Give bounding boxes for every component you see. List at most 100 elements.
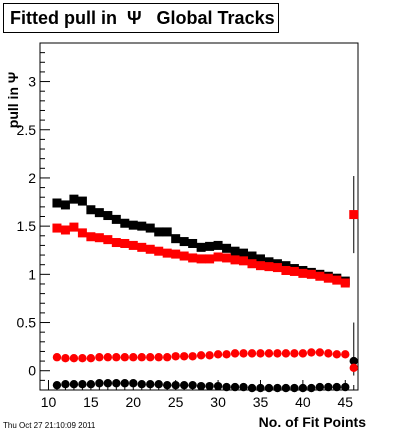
black-square-point — [128, 220, 138, 230]
black-circle-point — [264, 383, 274, 393]
red-square-point — [306, 269, 316, 279]
red-square-point — [86, 232, 96, 242]
red-square-point — [264, 262, 274, 272]
black-circle-point — [196, 381, 206, 391]
black-square-point — [196, 242, 206, 252]
red-circle-point — [247, 349, 257, 358]
red-square-point — [272, 263, 282, 273]
red-square-point — [145, 244, 155, 254]
red-square-point — [230, 255, 240, 265]
red-circle-point — [188, 352, 197, 361]
black-square-point — [137, 221, 147, 231]
red-square-point — [205, 254, 215, 264]
black-square-point — [213, 240, 223, 250]
black-circle-point — [290, 383, 299, 393]
black-square-point — [281, 261, 291, 271]
black-square-point — [145, 223, 155, 233]
black-square-point — [162, 227, 172, 237]
red-square-point — [298, 268, 308, 278]
red-circle-point — [163, 353, 172, 362]
x-tick-label: 40 — [295, 394, 311, 410]
black-square-point — [205, 241, 215, 251]
red-square-point — [340, 278, 350, 288]
red-circle-point — [86, 353, 96, 363]
y-tick-label: 2.5 — [17, 122, 37, 138]
red-circle-point — [95, 353, 104, 362]
black-circle-point — [281, 383, 291, 393]
black-square-point — [255, 254, 265, 264]
black-circle-point — [52, 380, 62, 390]
red-square-point — [60, 225, 70, 235]
red-square-point — [239, 256, 249, 266]
red-circle-point — [230, 349, 240, 358]
black-circle-point — [95, 379, 104, 388]
black-square-point — [86, 205, 96, 215]
black-circle-point — [120, 379, 129, 388]
red-circle-point — [290, 349, 299, 358]
black-circle-point — [69, 380, 79, 389]
red-circle-point — [129, 353, 138, 362]
black-circle-point — [78, 380, 87, 389]
red-circle-point — [171, 352, 180, 361]
black-circle-point — [112, 379, 121, 388]
red-square-point — [120, 238, 130, 248]
red-square-point — [213, 252, 223, 262]
black-circle-point — [256, 383, 265, 393]
black-square-point — [239, 248, 249, 258]
plot-frame — [39, 42, 359, 391]
black-square-point — [111, 214, 121, 224]
red-square-point — [323, 273, 333, 283]
x-tick-label: 25 — [168, 394, 184, 410]
red-circle-point — [213, 350, 223, 359]
red-square-point — [349, 210, 359, 220]
red-circle-point — [332, 350, 341, 359]
red-square-point — [196, 254, 206, 264]
black-circle-point — [273, 383, 282, 393]
black-circle-point — [188, 380, 197, 390]
black-circle-point — [86, 380, 96, 389]
red-square-point — [289, 266, 299, 276]
red-circle-point — [52, 353, 62, 362]
black-circle-point — [239, 382, 248, 392]
timestamp: Thu Oct 27 21:10:09 2011 — [3, 421, 96, 430]
red-square-point — [315, 271, 325, 281]
red-square-point — [162, 248, 172, 258]
red-square-point — [188, 253, 198, 263]
red-circle-point — [281, 349, 291, 358]
x-tick-label: 20 — [125, 394, 141, 410]
red-circle-point — [120, 353, 129, 362]
black-circle-point — [230, 382, 240, 392]
red-circle-point — [273, 349, 282, 358]
black-square-point — [222, 243, 232, 253]
y-tick-label: 1 — [28, 266, 36, 282]
red-circle-point — [196, 351, 206, 360]
black-circle-point — [179, 380, 189, 390]
y-tick-label: 2 — [28, 170, 36, 186]
x-tick-label: 35 — [253, 394, 269, 410]
x-tick-label: 30 — [210, 394, 226, 410]
red-circle-point — [205, 351, 214, 360]
black-circle-point — [247, 383, 257, 393]
red-circle-point — [264, 349, 274, 358]
red-square-point — [69, 222, 79, 232]
black-circle-point — [154, 380, 163, 389]
red-square-point — [281, 265, 291, 275]
red-circle-point — [179, 352, 189, 361]
black-square-point — [120, 218, 130, 228]
red-square-point — [52, 223, 62, 233]
black-square-point — [230, 246, 240, 256]
x-axis-title: No. of Fit Points — [259, 414, 367, 430]
black-square-point — [69, 194, 79, 204]
data-points — [52, 176, 359, 393]
x-tick-label: 10 — [41, 394, 57, 410]
red-circle-point — [146, 353, 155, 362]
red-square-point — [154, 246, 164, 256]
red-square-point — [247, 259, 257, 269]
red-square-point — [77, 228, 87, 238]
black-circle-point — [129, 379, 138, 388]
black-square-point — [52, 198, 62, 208]
black-square-point — [264, 257, 274, 267]
red-square-point — [222, 253, 232, 263]
red-circle-point — [78, 353, 87, 363]
